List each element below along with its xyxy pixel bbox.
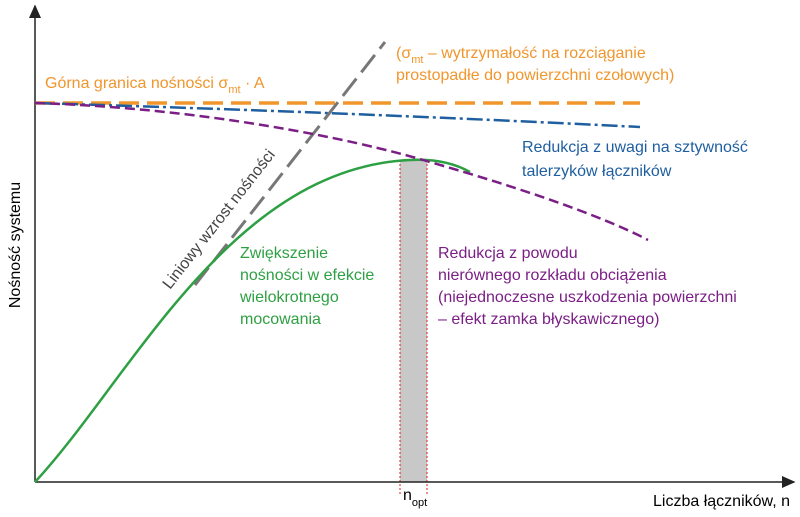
sigma-note-2: prostopadłe do powierzchni czołowych) xyxy=(396,67,674,84)
sigma-sub: mt xyxy=(411,54,423,66)
uneven-label: nierównego rozkładu obciążenia xyxy=(438,267,667,284)
capacity-curve xyxy=(34,158,471,483)
x-axis-label: Liczba łączników, n xyxy=(653,493,790,510)
y-axis-label: Nośność systemu xyxy=(7,182,24,308)
n-opt-base: n xyxy=(403,487,412,504)
n-opt-label: nopt xyxy=(403,487,427,509)
sigma-prefix: (σ xyxy=(396,45,411,62)
increase-label: wielokrotnego xyxy=(239,289,339,306)
stiffness-curve xyxy=(34,101,641,129)
sigma-rest: – wytrzymałość na rozciąganie xyxy=(423,45,645,62)
optimum-band xyxy=(400,160,427,482)
uneven-label: (niejednoczesne uszkodzenia powierzchni xyxy=(438,289,737,306)
stiffness-label: talerzyków łączników xyxy=(522,163,672,180)
stiffness-label: Redukcja z uwagi na sztywność xyxy=(522,139,748,156)
upper-limit-text: Górna granica nośności σ xyxy=(45,75,228,92)
increase-label: mocowania xyxy=(240,311,321,328)
upper-limit-label: Górna granica nośności σmt · A xyxy=(45,75,265,96)
n-opt-sub: opt xyxy=(412,497,427,509)
upper-limit-sub: mt xyxy=(228,84,240,96)
increase-label: nośności w efekcie xyxy=(240,267,374,284)
upper-limit-tail: · A xyxy=(241,75,265,92)
uneven-label: – efekt zamka błyskawicznego) xyxy=(438,311,659,328)
uneven-label: Redukcja z powodu xyxy=(438,245,578,262)
sigma-note-1: (σmt – wytrzymałość na rozciąganie xyxy=(396,45,646,66)
uneven-curve xyxy=(34,101,649,242)
linear-growth-line xyxy=(193,41,387,286)
increase-label: Zwiększenie xyxy=(240,245,328,262)
